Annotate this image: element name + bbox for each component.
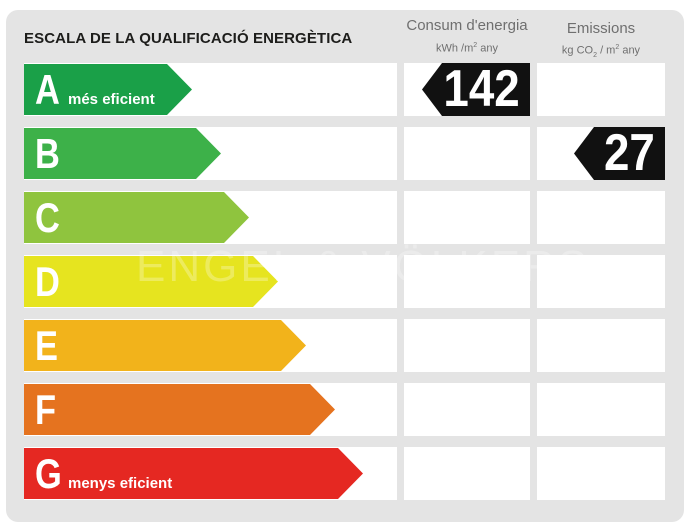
class-subtitle: més eficient <box>68 91 155 108</box>
rating-row-e: E <box>0 319 688 372</box>
class-letter: F <box>35 386 57 433</box>
rating-row-b: B 27 <box>0 127 688 180</box>
class-subtitle: menys eficient <box>68 475 173 492</box>
class-letter: C <box>35 194 60 241</box>
class-arrow-c: C <box>24 192 249 243</box>
emissions-cell <box>537 447 665 500</box>
emissions-label: Emissions <box>566 20 636 37</box>
consum-cell <box>404 127 530 180</box>
emissions-cell <box>537 63 665 116</box>
emissions-cell <box>537 319 665 372</box>
class-arrow-f: F <box>24 384 335 435</box>
consum-cell <box>404 447 530 500</box>
class-letter: E <box>35 322 58 369</box>
consum-unit: kWh /m2 any <box>436 42 498 55</box>
emissions-unit: kg CO2 / m2 any <box>561 44 641 59</box>
class-arrow-d: D <box>24 256 278 307</box>
consum-rating-badge: 142 <box>422 63 530 116</box>
rating-row-d: D <box>0 255 688 308</box>
rating-row-c: C <box>0 191 688 244</box>
consum-header: Consum d'energia kWh /m2 any <box>404 17 530 56</box>
emissions-rating-badge: 27 <box>574 127 665 180</box>
emissions-header: Emissions kg CO2 / m2 any <box>537 20 665 63</box>
class-arrow-e: E <box>24 320 306 371</box>
class-letter: G <box>35 450 62 497</box>
consum-cell <box>404 191 530 244</box>
class-letter: A <box>35 66 60 113</box>
class-letter: D <box>35 258 60 305</box>
class-letter: B <box>35 130 60 177</box>
consum-cell <box>404 255 530 308</box>
rating-row-f: F <box>0 383 688 436</box>
emissions-cell <box>537 191 665 244</box>
scale-title: ESCALA DE LA QUALIFICACIÓ ENERGÈTICA <box>24 30 353 47</box>
consum-label: Consum d'energia <box>406 17 528 34</box>
emissions-cell <box>537 255 665 308</box>
class-arrow-b: B <box>24 128 221 179</box>
consum-cell <box>404 319 530 372</box>
emissions-rating-value: 27 <box>604 124 655 182</box>
consum-rating-value: 142 <box>443 60 520 118</box>
emissions-cell <box>537 383 665 436</box>
consum-cell <box>404 383 530 436</box>
